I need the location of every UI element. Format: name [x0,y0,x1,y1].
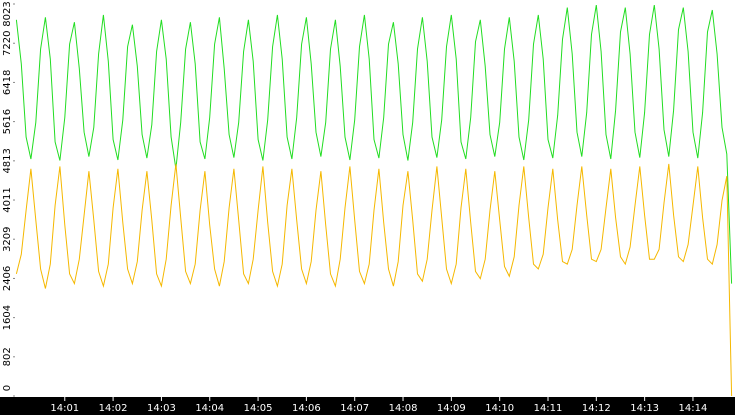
x-tick-label: 14:10 [485,403,514,414]
x-tick-label: 14:04 [195,403,224,414]
x-tick-label: 14:05 [244,403,273,414]
x-tick-label: 14:13 [630,403,659,414]
x-tick-label: 14:07 [340,403,369,414]
y-tick-label: 2406 [2,266,13,291]
x-tick-label: 14:03 [147,403,176,414]
y-tick-label: 6418 [2,70,13,95]
x-tick-label: 14:08 [389,403,418,414]
y-tick-label: 7220 [2,31,13,56]
x-tick-label: 14:14 [679,403,708,414]
y-tick-label: 8023 [2,1,13,26]
x-axis-band [0,397,735,415]
y-tick-label: 3209 [2,226,13,251]
y-tick-label: 802 [2,347,13,366]
x-tick-label: 14:02 [99,403,128,414]
y-tick-label: 0 [2,385,13,391]
series-line [15,5,733,284]
x-tick-label: 14:06 [292,403,321,414]
x-tick-label: 14:01 [50,403,79,414]
x-tick-label: 14:11 [534,403,563,414]
y-tick-label: 1604 [2,305,13,330]
x-tick-label: 14:09 [437,403,466,414]
y-tick-label: 4011 [2,187,13,212]
x-tick-label: 14:12 [582,403,611,414]
y-tick-label: 5616 [2,109,13,134]
y-tick-label: 4813 [2,148,13,173]
series-line [15,163,733,397]
